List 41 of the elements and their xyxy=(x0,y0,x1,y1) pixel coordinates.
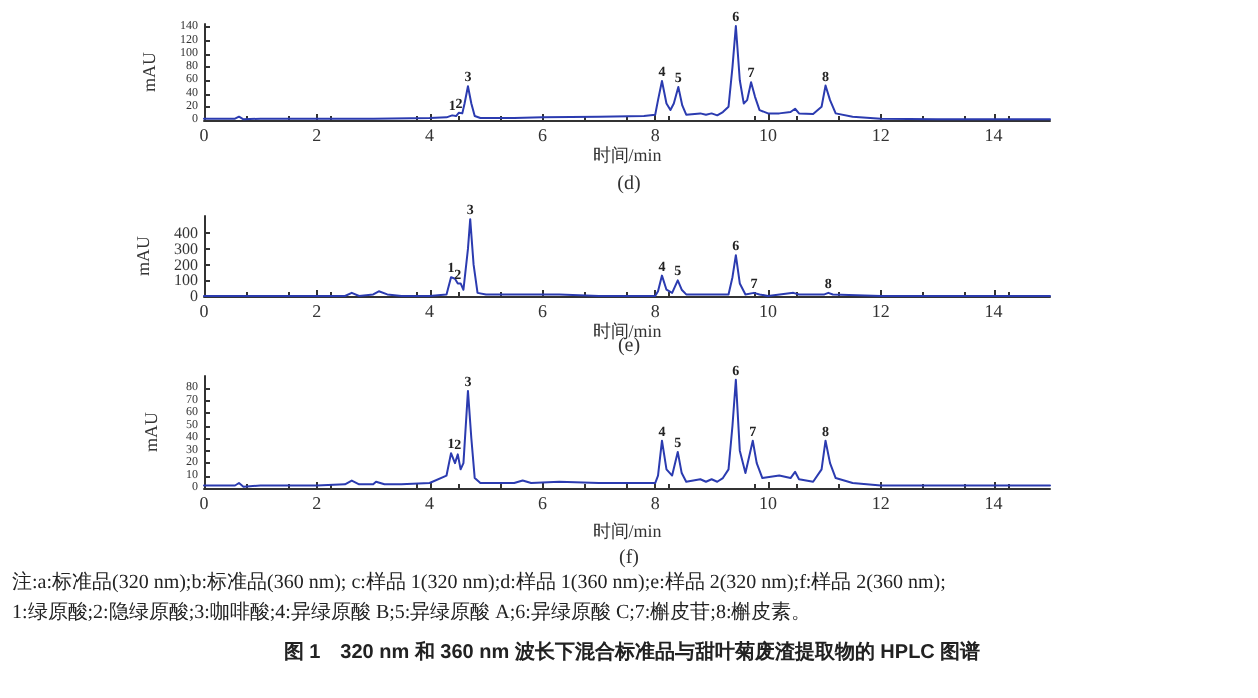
y-tick-label: 100 xyxy=(174,271,198,290)
text: (d) xyxy=(617,173,641,195)
x-tick-label: 4 xyxy=(425,301,436,321)
y-tick-label: 400 xyxy=(174,224,198,243)
line-series xyxy=(203,24,1051,121)
line-series xyxy=(203,378,1051,488)
x-tick-label: 10 xyxy=(759,301,778,321)
y-axis-title: mAU xyxy=(133,235,154,276)
y-tick-label: 300 xyxy=(174,239,198,258)
x-tick-label: 2 xyxy=(312,125,322,145)
text: (f) xyxy=(619,547,639,569)
x-tick-label: 6 xyxy=(537,493,548,513)
x-tick-label: 12 xyxy=(871,301,890,321)
y-tick-label: 0 xyxy=(190,287,198,305)
x-tick-label: 10 xyxy=(759,493,778,513)
x-tick-label: 10 xyxy=(759,125,778,145)
x-tick-label: 4 xyxy=(425,125,436,145)
x-tick-label: 8 xyxy=(650,493,661,513)
x-axis-title: 时间/min xyxy=(592,321,663,341)
x-tick-label: 12 xyxy=(871,493,890,513)
x-tick-label: 6 xyxy=(537,125,548,145)
x-tick-label: 14 xyxy=(984,125,1004,145)
text: 1:绿原酸;2:隐绿原酸;3:咖啡酸;4:异绿原酸 B;5:异绿原酸 A;6:异绿原酸 C;7:槲皮苷;8:槲皮素。 xyxy=(12,599,814,628)
y-tick-label: 200 xyxy=(174,255,198,274)
x-tick-label: 4 xyxy=(425,493,436,513)
x-tick-label: 14 xyxy=(984,493,1004,513)
x-tick-label: 12 xyxy=(871,125,890,145)
text: (e) xyxy=(617,335,641,357)
x-tick-label: 2 xyxy=(312,493,322,513)
y-axis-title: mAU xyxy=(139,51,160,92)
x-tick-label: 8 xyxy=(650,125,661,145)
x-axis-title: 时间/min xyxy=(592,145,663,165)
x-tick-label: 8 xyxy=(650,301,661,321)
x-tick-label: 6 xyxy=(537,301,548,321)
line-series xyxy=(203,218,1051,297)
caption: 图 1 320 nm 和 360 nm 波长下混合标准品与甜叶菊废渣提取物的 HPLC 图谱 xyxy=(281,638,983,668)
x-tick-label: 2 xyxy=(312,301,322,321)
text: 注:a:标准品(320 nm);b:标准品(360 nm); c:样品 1(320 nm);d:样品 1(360 nm);e:样品 2(320 nm);f:样品 2(360 nm); xyxy=(12,569,948,598)
y-axis-title: mAU xyxy=(141,411,161,452)
x-axis-title: 时间/min xyxy=(592,520,663,541)
x-tick-label: 14 xyxy=(984,301,1004,321)
